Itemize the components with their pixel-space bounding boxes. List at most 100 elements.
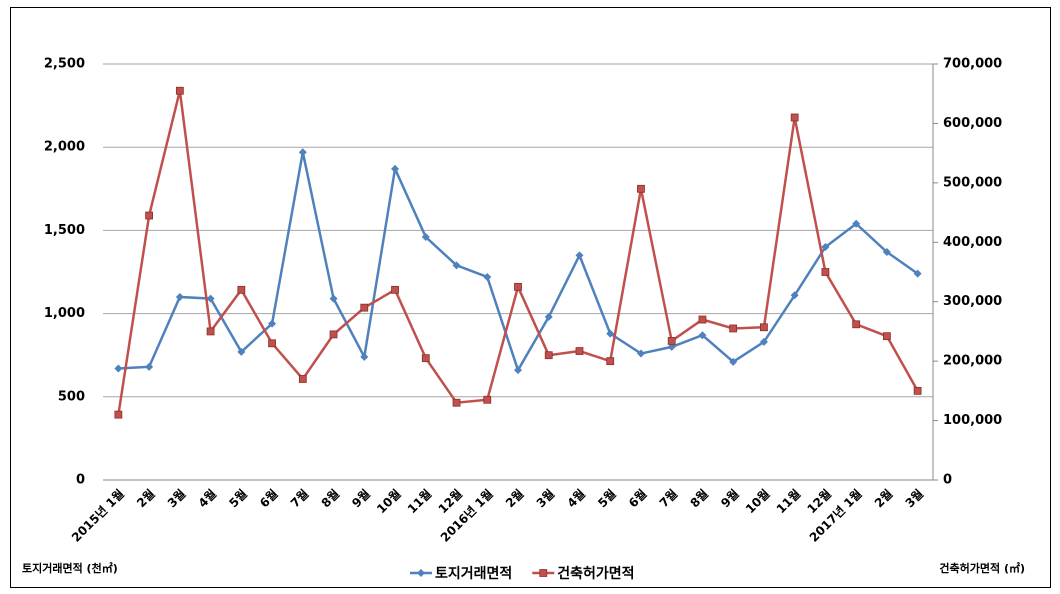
- x-tick-label: 6월: [256, 486, 280, 510]
- y2-tick-label: 700,000: [943, 57, 1002, 72]
- x-tick-label: 9월: [717, 486, 741, 510]
- y-axis-label: 토지거래면적 (천㎡): [22, 561, 118, 575]
- point-marker: [329, 330, 338, 339]
- point-marker: [913, 269, 922, 278]
- point-marker: [452, 261, 461, 270]
- point-marker: [329, 294, 338, 303]
- point-marker: [268, 339, 276, 348]
- point-marker: [790, 291, 799, 300]
- x-tick-label: 8월: [318, 486, 342, 510]
- point-marker: [759, 337, 768, 346]
- x-tick-label: 4월: [564, 486, 588, 510]
- point-marker: [145, 211, 154, 220]
- point-marker: [452, 398, 461, 407]
- y2-tick-label: 600,000: [943, 116, 1002, 131]
- point-marker: [268, 319, 277, 328]
- y-tick-label: 500: [58, 389, 85, 404]
- x-tick-label: 5월: [595, 486, 619, 510]
- point-marker: [391, 285, 399, 294]
- x-tick-label: 2월: [133, 486, 157, 510]
- x-tick-label: 2015년 1월: [68, 486, 127, 545]
- point-marker: [698, 315, 707, 324]
- x-tick-label: 11월: [404, 486, 434, 516]
- legend-marker: [417, 569, 425, 577]
- point-marker: [698, 331, 707, 340]
- x-tick-label: 10월: [373, 486, 403, 516]
- x-tick-label: 9월: [349, 486, 373, 510]
- point-marker: [544, 312, 553, 321]
- x-tick-label: 5월: [226, 486, 250, 510]
- point-marker: [667, 342, 676, 351]
- point-marker: [206, 294, 215, 303]
- series-line: [118, 151, 919, 374]
- y-tick-label: 2,500: [44, 57, 85, 72]
- point-marker: [882, 248, 891, 257]
- y-tick-label: 1,500: [44, 223, 85, 238]
- x-tick-label: 11월: [773, 486, 803, 516]
- series-line: [117, 90, 919, 415]
- y-tick-label: 0: [76, 473, 85, 488]
- x-tick-label: 3월: [902, 486, 926, 510]
- legend-marker: [539, 569, 548, 577]
- y-tick-label: 1,000: [44, 306, 85, 321]
- y2-tick-label: 200,000: [943, 354, 1002, 369]
- point-marker: [606, 329, 615, 338]
- y-tick-label: 2,000: [44, 140, 85, 155]
- x-tick-label: 2월: [871, 486, 895, 510]
- point-marker: [882, 332, 891, 341]
- point-marker: [852, 219, 861, 228]
- point-marker: [114, 410, 123, 419]
- point-marker: [514, 282, 522, 291]
- y2-axis-label: 건축허가면적 (㎡): [939, 561, 1025, 575]
- point-marker: [145, 362, 154, 371]
- x-tick-label: 7월: [656, 486, 680, 510]
- point-marker: [760, 323, 768, 332]
- point-marker: [175, 86, 184, 95]
- point-marker: [391, 164, 400, 173]
- chart-frame: [10, 7, 1051, 588]
- point-marker: [298, 148, 307, 157]
- point-marker: [175, 292, 184, 301]
- point-marker: [514, 366, 522, 375]
- y2-tick-label: 100,000: [943, 413, 1002, 428]
- x-tick-label: 7월: [287, 486, 311, 510]
- x-tick-label: 10월: [742, 486, 772, 516]
- point-marker: [544, 351, 553, 360]
- point-marker: [360, 352, 369, 361]
- y2-tick-label: 400,000: [943, 235, 1002, 250]
- x-tick-label: 3월: [164, 486, 188, 510]
- point-marker: [575, 251, 584, 260]
- point-marker: [237, 347, 246, 356]
- y2-tick-label: 0: [943, 473, 952, 488]
- point-marker: [421, 354, 430, 363]
- point-marker: [821, 243, 830, 252]
- point-marker: [483, 395, 492, 404]
- legend-label: 토지거래면적: [435, 565, 512, 582]
- y2-tick-label: 300,000: [943, 294, 1002, 309]
- point-marker: [206, 327, 215, 336]
- point-marker: [237, 285, 246, 294]
- y2-tick-label: 500,000: [943, 175, 1002, 190]
- point-marker: [298, 375, 307, 383]
- point-marker: [360, 303, 369, 312]
- point-marker: [637, 184, 645, 193]
- point-marker: [421, 233, 430, 242]
- point-marker: [636, 349, 645, 358]
- point-marker: [729, 357, 738, 366]
- x-tick-label: 4월: [195, 486, 219, 510]
- point-marker: [790, 113, 799, 122]
- point-marker: [913, 386, 922, 395]
- point-marker: [114, 364, 123, 373]
- legend-label: 건축허가면적: [557, 565, 634, 582]
- point-marker: [483, 272, 492, 281]
- point-marker: [606, 357, 615, 366]
- point-marker: [575, 347, 584, 355]
- x-tick-label: 2월: [502, 486, 526, 510]
- point-marker: [852, 320, 861, 329]
- point-marker: [821, 268, 830, 276]
- x-tick-label: 3월: [533, 486, 557, 510]
- x-tick-label: 8월: [687, 486, 711, 510]
- point-marker: [667, 337, 676, 345]
- x-tick-label: 6월: [625, 486, 649, 510]
